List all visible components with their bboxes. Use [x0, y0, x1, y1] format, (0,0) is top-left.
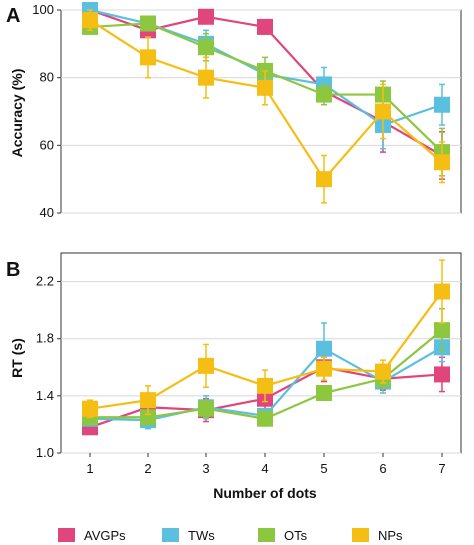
legend: AVGPs TWs OTs NPs [58, 528, 403, 543]
panel-b-rt-chart: B RT (s) 1.0 1.4 1.8 2.2 1 2 3 4 5 6 7 Number of … [6, 252, 462, 501]
panel-b-x-ticks: 1 2 3 4 5 6 7 [86, 453, 446, 476]
x-tick-label: 3 [202, 461, 209, 476]
panel-b-nps-point [316, 360, 332, 377]
legend-swatch-ots [258, 528, 275, 542]
panel-b-y-axis-label: RT (s) [9, 338, 25, 378]
panel-a-y-tick-label: 100 [32, 2, 54, 17]
panel-a-nps-point [140, 49, 156, 66]
panel-b-ots-point [140, 409, 156, 426]
legend-label-ots: OTs [284, 528, 308, 543]
panel-a-nps-point [316, 171, 332, 188]
panel-b-series [82, 259, 450, 436]
legend-label-nps: NPs [378, 528, 403, 543]
panel-b-tws-point [316, 340, 332, 357]
panel-a-nps-point [198, 69, 214, 86]
panel-b-nps-point [375, 363, 391, 380]
panel-a-series-nps [82, 9, 450, 204]
panel-b-y-tick-label: 1.0 [36, 445, 54, 460]
legend-label-tws: TWs [188, 528, 215, 543]
x-tick-label: 2 [144, 461, 151, 476]
legend-swatch-nps [352, 528, 369, 542]
x-tick-label: 1 [86, 461, 93, 476]
x-axis-label: Number of dots [213, 485, 317, 501]
legend-swatch-tws [162, 528, 179, 542]
x-tick-label: 5 [320, 461, 327, 476]
panel-b-y-ticks: 1.0 1.4 1.8 2.2 [36, 274, 61, 460]
panel-a-nps-point [257, 79, 273, 96]
panel-b-y-tick-label: 1.8 [36, 331, 54, 346]
panel-a-avgps-point [257, 18, 273, 35]
panel-a-y-ticks: 40 60 80 100 [32, 2, 61, 220]
panel-a-ots-point [140, 15, 156, 32]
panel-a-nps-point [375, 103, 391, 120]
panel-a-avgps-point [198, 8, 214, 25]
panel-b-ots-point [198, 400, 214, 417]
panel-b-label: B [6, 259, 20, 281]
legend-label-avgps: AVGPs [84, 528, 126, 543]
panel-a-y-axis-label: Accuracy (%) [9, 69, 25, 158]
panel-a-ots-point [316, 86, 332, 103]
panel-b-y-tick-label: 1.4 [36, 388, 54, 403]
panel-a-ots-point [198, 39, 214, 56]
panel-a-label: A [6, 5, 20, 27]
panel-b-grid [61, 281, 461, 454]
panel-b-ots-point [316, 385, 332, 401]
x-tick-label: 4 [261, 461, 268, 476]
panel-b-nps-point [257, 377, 273, 394]
panel-a-tws-point [434, 96, 450, 113]
panel-b-nps-point [140, 392, 156, 409]
panel-a-y-tick-label: 80 [40, 70, 54, 85]
panel-b-nps-point [434, 283, 450, 300]
panel-b-series-nps [82, 259, 450, 419]
panel-b-y-tick-label: 2.2 [36, 274, 54, 289]
panel-a-nps-point [434, 154, 450, 171]
panel-a-nps-point [82, 12, 98, 29]
panel-a-y-tick-label: 60 [40, 137, 54, 152]
panel-a-y-tick-label: 40 [40, 205, 54, 220]
panel-b-ots-point [434, 322, 450, 339]
panel-b-nps-point [198, 357, 214, 374]
panel-b-ots-point [257, 410, 273, 427]
panel-a-accuracy-chart: A Accuracy (%) 40 60 80 100 [6, 2, 462, 220]
x-tick-label: 6 [379, 461, 386, 476]
legend-swatch-avgps [58, 528, 75, 542]
panel-b-nps-point [82, 400, 98, 417]
panel-b-avgps-point [434, 366, 450, 383]
x-tick-label: 7 [438, 461, 445, 476]
panel-a-series [82, 2, 450, 204]
